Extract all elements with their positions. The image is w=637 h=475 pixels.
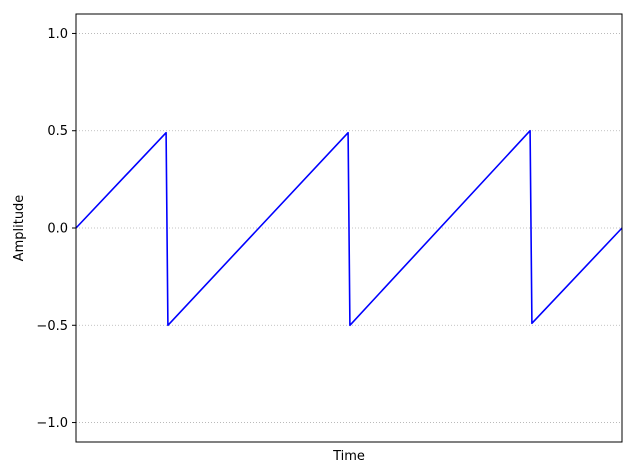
series-layer — [75, 129, 623, 327]
y-tick-label: −0.5 — [36, 319, 68, 334]
y-tick-label: 0.5 — [47, 124, 68, 139]
y-tick-label: 1.0 — [47, 27, 68, 42]
sawtooth-series-line — [75, 129, 623, 327]
y-axis-ticks: −1.0 −0.5 0.0 0.5 1.0 — [36, 27, 76, 431]
y-axis-label: Amplitude — [12, 195, 27, 262]
y-tick-label: 0.0 — [47, 222, 68, 237]
x-axis-label: Time — [332, 449, 365, 464]
y-tick-label: −1.0 — [36, 416, 68, 431]
